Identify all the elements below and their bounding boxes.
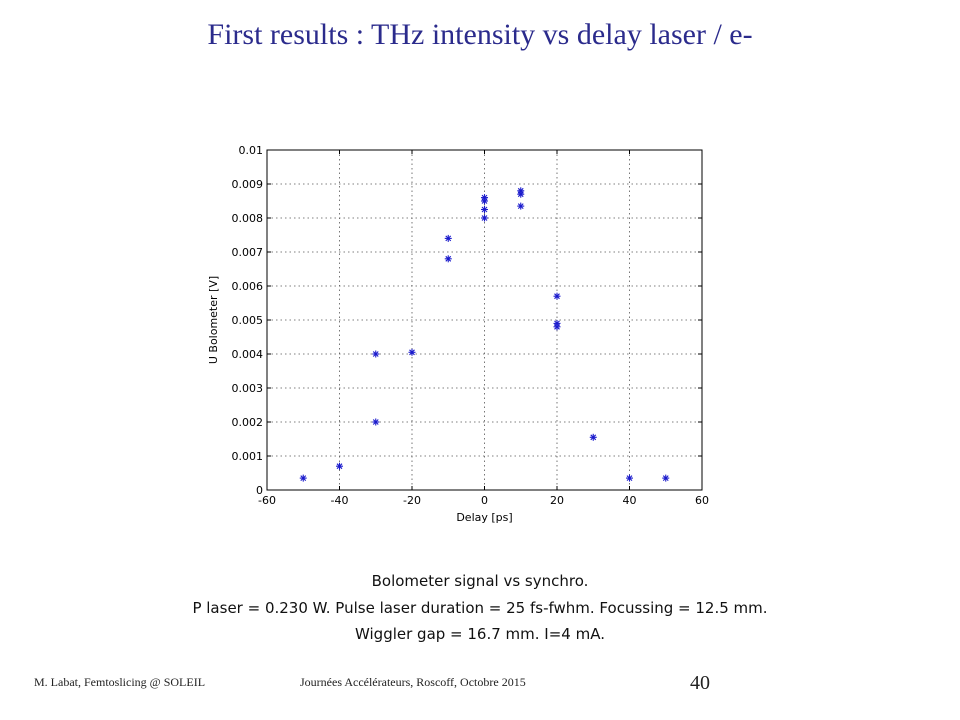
data-point — [299, 474, 307, 482]
caption-line-3: Wiggler gap = 16.7 mm. I=4 mA. — [355, 625, 605, 643]
data-point — [553, 292, 561, 300]
x-tick-label: 60 — [695, 494, 709, 507]
data-point — [589, 433, 597, 441]
y-tick-label: 0 — [256, 484, 263, 497]
y-tick-label: 0.006 — [232, 280, 264, 293]
x-tick-label: -20 — [403, 494, 421, 507]
slide-title: First results : THz intensity vs delay l… — [207, 18, 753, 51]
data-point — [662, 474, 670, 482]
y-tick-label: 0.007 — [232, 246, 264, 259]
y-tick-label: 0.005 — [232, 314, 264, 327]
y-tick-label: 0.001 — [232, 450, 264, 463]
caption-line-2: P laser = 0.230 W. Pulse laser duration … — [192, 599, 768, 617]
scatter-chart: -60 -40 -20 0 20 40 60 0 0.001 0.002 0.003 0.004 0.0… — [207, 144, 709, 524]
data-point — [481, 214, 488, 222]
data-point — [372, 418, 380, 426]
y-tick-label: 0.002 — [232, 416, 264, 429]
data-point — [481, 206, 488, 213]
y-tick-label: 0.009 — [232, 178, 264, 191]
data-point — [372, 350, 380, 358]
y-tick-label: 0.003 — [232, 382, 264, 395]
data-point — [408, 348, 416, 356]
data-point — [481, 194, 488, 202]
y-tick-label: 0.004 — [232, 348, 264, 361]
y-tick-label: 0.008 — [232, 212, 264, 225]
data-point — [553, 319, 561, 327]
footer-event: Journées Accélérateurs, Roscoff, Octobre… — [300, 675, 526, 689]
page-number: 40 — [690, 672, 710, 694]
x-tick-label: -60 — [258, 494, 276, 507]
data-point — [444, 255, 452, 263]
data-point — [444, 234, 452, 242]
x-tick-label: 0 — [481, 494, 488, 507]
data-point — [336, 462, 343, 470]
x-tick-label: -40 — [331, 494, 349, 507]
data-point — [517, 202, 525, 210]
x-tick-label: 20 — [550, 494, 564, 507]
y-axis-label: U Bolometer [V] — [207, 276, 220, 364]
x-axis-label: Delay [ps] — [456, 511, 512, 524]
y-tick-label: 0.01 — [239, 144, 264, 157]
data-point — [517, 187, 525, 195]
footer-author: M. Labat, Femtoslicing @ SOLEIL — [34, 675, 206, 689]
data-point — [626, 474, 633, 482]
caption-line-1: Bolometer signal vs synchro. — [371, 572, 589, 590]
x-tick-label: 40 — [623, 494, 637, 507]
